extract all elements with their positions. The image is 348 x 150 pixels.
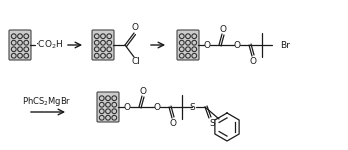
Text: S: S — [209, 118, 215, 127]
Text: O: O — [124, 102, 130, 111]
Text: PhCS$_2$MgBr: PhCS$_2$MgBr — [22, 96, 72, 108]
Text: O: O — [132, 24, 139, 33]
Text: $\cdot$CO$_2$H: $\cdot$CO$_2$H — [35, 39, 63, 51]
Text: O: O — [204, 40, 211, 50]
FancyBboxPatch shape — [92, 30, 114, 60]
Text: S: S — [189, 102, 195, 111]
Text: O: O — [250, 57, 256, 66]
Text: O: O — [220, 24, 227, 33]
FancyBboxPatch shape — [97, 92, 119, 122]
Text: Br: Br — [280, 40, 290, 50]
Text: O: O — [153, 102, 160, 111]
Text: O: O — [140, 87, 147, 96]
Text: O: O — [234, 40, 240, 50]
FancyBboxPatch shape — [177, 30, 199, 60]
Text: O: O — [169, 118, 176, 127]
Text: Cl: Cl — [132, 57, 141, 66]
FancyBboxPatch shape — [9, 30, 31, 60]
